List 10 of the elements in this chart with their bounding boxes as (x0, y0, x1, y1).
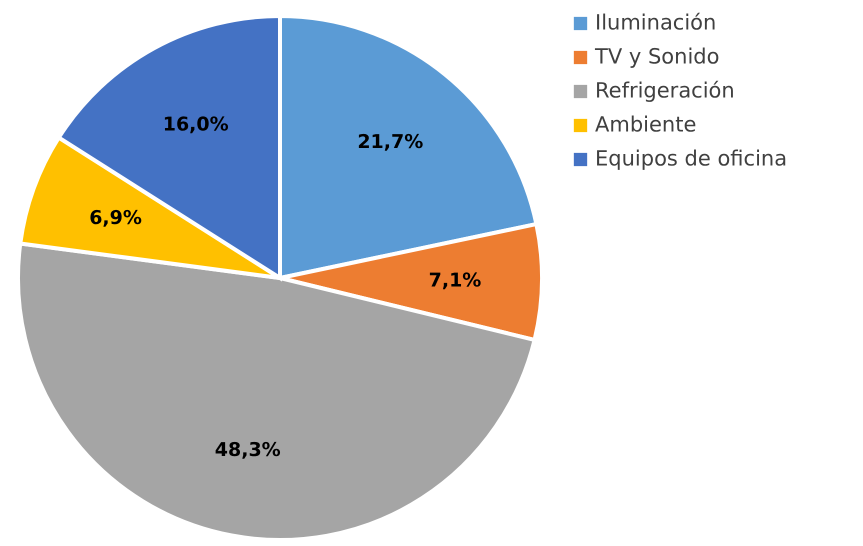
legend-label: Iluminación (595, 10, 716, 34)
legend-label: TV y Sonido (594, 44, 720, 68)
legend-label: Equipos de oficina (595, 146, 788, 170)
data-label: 7,1% (428, 270, 482, 292)
data-label: 21,7% (357, 131, 424, 154)
data-label: 16,0% (162, 114, 229, 136)
data-label: 48,3% (214, 439, 281, 461)
data-label: 6,9% (89, 207, 142, 230)
legend-label: Refrigeración (595, 78, 735, 102)
legend-label: Ambiente (595, 112, 696, 136)
